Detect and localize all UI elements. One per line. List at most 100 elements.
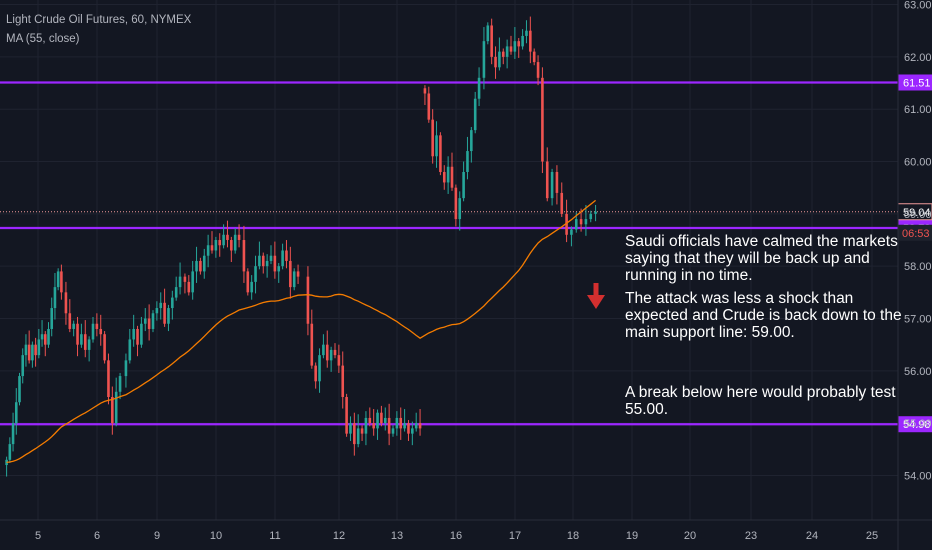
candle-body xyxy=(498,51,501,68)
candle-body xyxy=(470,130,473,152)
candle-body xyxy=(281,250,284,267)
candle-body xyxy=(277,266,281,272)
candle-body xyxy=(258,255,261,267)
candle-body xyxy=(230,240,233,251)
candle-body xyxy=(195,260,198,272)
candle-body xyxy=(107,360,110,398)
candle-body xyxy=(501,51,505,57)
candle-body xyxy=(513,41,517,52)
candle-body xyxy=(555,171,559,193)
candle-body xyxy=(128,339,132,361)
candle-body xyxy=(345,397,348,434)
candle-body xyxy=(76,323,79,345)
candle-body xyxy=(322,344,325,356)
candle-body xyxy=(178,276,182,288)
candle-body xyxy=(273,255,277,272)
candle-body xyxy=(53,287,57,309)
price-tick-label: 63.00 xyxy=(904,0,932,12)
time-tick-label: 19 xyxy=(626,530,638,542)
chart-title: Light Crude Oil Futures, 60, NYMEX xyxy=(6,14,192,26)
candle-body xyxy=(187,281,191,293)
candle-body xyxy=(486,25,490,42)
candle-body xyxy=(171,297,174,309)
candle-body xyxy=(525,30,528,36)
candle-body xyxy=(473,98,477,131)
candle-body xyxy=(532,51,536,63)
candle-body xyxy=(132,328,135,340)
candle-body xyxy=(509,46,513,52)
candle-body xyxy=(124,360,128,377)
candle-body xyxy=(183,276,187,282)
candle-body xyxy=(34,344,37,356)
candle-body xyxy=(50,308,54,329)
candle-body xyxy=(353,423,356,445)
candle-body xyxy=(95,323,99,329)
candle-body xyxy=(21,355,25,377)
time-tick-label: 24 xyxy=(806,530,818,542)
candle-body xyxy=(87,339,91,350)
candle-body xyxy=(466,151,469,172)
candle-body xyxy=(349,423,352,434)
annotation-text-2: The attack was less a shock than expecte… xyxy=(625,290,902,341)
candle-body xyxy=(529,30,532,52)
candle-body xyxy=(589,213,593,220)
price-tick-label: 55.00 xyxy=(904,418,932,430)
candle-body xyxy=(435,135,438,157)
candle-body xyxy=(372,423,375,429)
candle-body xyxy=(376,412,379,429)
candle-body xyxy=(37,339,41,356)
candle-body xyxy=(159,302,163,309)
candle-body xyxy=(380,412,383,424)
countdown-badge xyxy=(898,224,932,241)
candle-body xyxy=(202,255,206,272)
candle-body xyxy=(462,171,465,199)
candle-body xyxy=(103,334,106,361)
time-tick-label: 25 xyxy=(866,530,878,542)
candle-body xyxy=(423,88,427,94)
down-arrow-icon xyxy=(587,283,605,309)
time-tick-label: 23 xyxy=(745,530,757,542)
time-tick-label: 17 xyxy=(509,530,521,542)
candle-body xyxy=(151,313,155,329)
indicator-label[interactable]: MA (55, close) xyxy=(6,33,80,45)
candle-body xyxy=(14,402,18,424)
candle-body xyxy=(289,260,292,288)
candle-body xyxy=(418,423,422,429)
candle-body xyxy=(64,292,68,314)
candle-body xyxy=(233,234,237,251)
candle-body xyxy=(387,417,391,434)
candle-body xyxy=(214,240,218,251)
candle-body xyxy=(56,271,60,288)
time-tick-label: 9 xyxy=(154,530,160,542)
candle-body xyxy=(341,365,345,398)
candle-body xyxy=(383,417,387,424)
arrow-head xyxy=(587,295,605,309)
time-axis[interactable]: 5 6 9 10 11 12 13 16 17 18 19 20 23 24 25 xyxy=(0,519,932,542)
price-tick-label: 61.00 xyxy=(904,104,932,116)
candle-body xyxy=(427,93,431,120)
moving-average-line xyxy=(6,199,597,464)
price-axis[interactable]: 54.00 55.00 56.00 57.00 58.00 59.00 60.00 61.00… xyxy=(897,0,932,550)
candle-body xyxy=(431,119,434,157)
level-badge xyxy=(898,416,932,433)
candle-body xyxy=(265,260,269,267)
candle-body xyxy=(439,135,442,172)
candle-body xyxy=(318,355,321,382)
candle-body xyxy=(333,349,337,356)
candle-body xyxy=(218,240,222,246)
candle-body xyxy=(450,166,454,188)
candle-body xyxy=(143,318,147,324)
candle-body xyxy=(292,271,296,288)
candle-body xyxy=(68,313,72,329)
candle-body xyxy=(306,276,310,324)
candle-body xyxy=(505,46,509,57)
candle-body xyxy=(99,328,103,335)
candle-body xyxy=(242,240,246,272)
candle-body xyxy=(206,245,210,256)
candle-body xyxy=(310,323,314,366)
candle-body xyxy=(163,302,166,324)
time-tick-label: 10 xyxy=(210,530,222,542)
candle-body xyxy=(24,344,28,356)
